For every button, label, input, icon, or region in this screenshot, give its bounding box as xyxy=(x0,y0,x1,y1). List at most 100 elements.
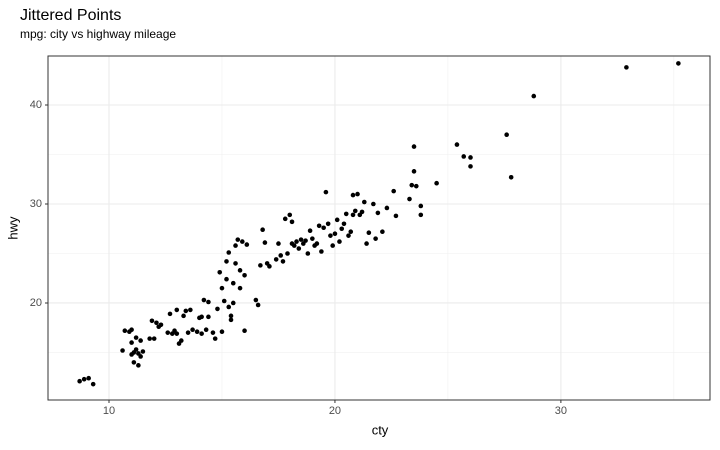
point xyxy=(226,304,232,310)
point xyxy=(194,329,200,334)
point xyxy=(291,243,297,248)
point xyxy=(253,297,259,303)
point xyxy=(305,251,311,256)
point xyxy=(165,330,171,335)
point xyxy=(461,154,467,159)
point xyxy=(343,211,349,217)
point xyxy=(434,180,439,186)
point xyxy=(133,335,139,340)
point xyxy=(199,314,204,320)
point xyxy=(230,280,236,286)
x-tick-label: 20 xyxy=(329,405,341,417)
point xyxy=(149,318,155,324)
point xyxy=(407,196,412,202)
point xyxy=(181,313,186,319)
point xyxy=(224,276,229,282)
point xyxy=(352,208,358,214)
point xyxy=(411,169,417,174)
point xyxy=(86,375,91,381)
point xyxy=(199,331,204,336)
point xyxy=(138,338,143,343)
point xyxy=(133,347,139,352)
point xyxy=(289,219,295,225)
point xyxy=(294,239,299,244)
point xyxy=(228,317,234,323)
point xyxy=(260,227,265,233)
point xyxy=(409,182,415,188)
point xyxy=(262,240,268,245)
point xyxy=(179,338,184,343)
point xyxy=(154,320,159,326)
point xyxy=(242,328,247,334)
point xyxy=(330,243,335,248)
point xyxy=(267,264,272,269)
point xyxy=(140,349,146,354)
point xyxy=(350,212,356,218)
point xyxy=(332,231,338,236)
point xyxy=(339,226,345,232)
point xyxy=(334,217,340,223)
point xyxy=(237,268,243,273)
point xyxy=(258,263,263,268)
y-tick-label: 40 xyxy=(30,99,42,111)
x-tick-label: 10 xyxy=(103,405,115,417)
point xyxy=(122,328,128,334)
point xyxy=(282,216,288,222)
point xyxy=(350,192,356,198)
point xyxy=(341,221,347,227)
point xyxy=(90,381,96,387)
point xyxy=(454,142,460,147)
point xyxy=(504,132,509,137)
point xyxy=(384,205,390,211)
point xyxy=(276,241,281,246)
point xyxy=(316,223,322,229)
point xyxy=(337,239,342,244)
point xyxy=(375,210,381,216)
x-tick-label: 30 xyxy=(555,405,567,417)
point xyxy=(151,336,157,341)
point xyxy=(129,327,134,333)
point xyxy=(366,230,372,236)
point xyxy=(325,221,331,227)
point xyxy=(174,331,180,336)
point xyxy=(298,237,304,242)
point xyxy=(314,241,320,246)
point xyxy=(224,259,229,264)
point xyxy=(468,155,473,160)
point xyxy=(131,360,137,365)
point xyxy=(138,354,143,359)
point xyxy=(296,246,302,251)
point xyxy=(242,272,247,278)
point xyxy=(235,237,241,242)
y-tick-label: 30 xyxy=(30,198,42,210)
point xyxy=(310,236,315,241)
chart-subtitle: mpg: city vs highway mileage xyxy=(20,27,176,41)
point xyxy=(321,225,326,231)
chart-title: Jittered Points xyxy=(20,7,121,24)
point xyxy=(210,330,216,335)
point xyxy=(183,308,189,314)
point xyxy=(303,238,308,243)
point xyxy=(468,164,473,169)
point xyxy=(273,257,279,262)
point xyxy=(233,261,238,266)
point xyxy=(81,376,87,382)
point xyxy=(185,330,191,335)
point xyxy=(380,229,385,235)
point xyxy=(328,233,333,238)
point xyxy=(147,336,152,341)
x-axis-label: cty xyxy=(372,422,389,437)
y-tick-label: 20 xyxy=(30,297,42,309)
point xyxy=(418,212,424,218)
point xyxy=(221,298,227,304)
point xyxy=(411,144,417,149)
point xyxy=(508,174,514,180)
point xyxy=(287,212,293,218)
point xyxy=(226,250,232,255)
point xyxy=(255,302,261,308)
point xyxy=(129,352,134,357)
point xyxy=(371,201,376,207)
point xyxy=(359,209,365,215)
point xyxy=(676,61,681,66)
point xyxy=(362,199,367,205)
